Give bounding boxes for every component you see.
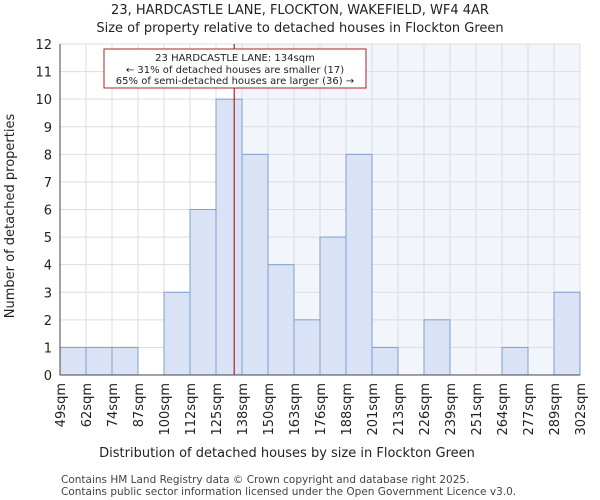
bar [553, 291, 581, 376]
x-tick-label: 239sqm [444, 383, 459, 436]
bar [241, 153, 269, 376]
x-tick-label: 302sqm [574, 383, 589, 436]
x-tick-label: 251sqm [470, 383, 485, 436]
y-tick-label: 5 [44, 231, 52, 246]
annotation-line1: 23 HARDCASTLE LANE: 134sqm [155, 53, 315, 64]
footer-line2: Contains public sector information licen… [61, 486, 516, 498]
x-tick-label: 289sqm [548, 383, 563, 436]
y-tick-label: 8 [44, 148, 52, 163]
bar [189, 209, 217, 376]
x-tick-label: 277sqm [522, 383, 537, 436]
x-tick-label: 87sqm [132, 383, 147, 427]
x-tick-label: 163sqm [288, 383, 303, 436]
x-tick-label: 226sqm [418, 383, 433, 436]
y-tick-label: 0 [44, 369, 52, 384]
x-tick-label: 112sqm [184, 383, 199, 436]
bars [59, 98, 581, 376]
y-tick-label: 4 [44, 259, 52, 274]
annotation-border [103, 48, 367, 89]
y-tick-label: 2 [44, 314, 52, 329]
x-tick-label: 74sqm [106, 383, 121, 427]
y-tick-label: 11 [35, 66, 52, 81]
y-tick-label: 3 [44, 286, 52, 301]
x-tick-label: 125sqm [210, 383, 225, 436]
axes [59, 44, 580, 376]
annotation-line3: 65% of semi-detached houses are larger (… [116, 76, 354, 87]
x-tick-labels: 49sqm 62sqm 74sqm 87sqm 100sqm 112sqm 125sqm 13… [54, 383, 589, 436]
chart-title-line2: Size of property relative to detached ho… [96, 21, 503, 36]
x-tick-label: 264sqm [496, 383, 511, 436]
bar [267, 264, 295, 376]
bar [111, 346, 139, 376]
bar [85, 346, 113, 376]
x-tick-label: 213sqm [392, 383, 407, 436]
y-tick-label: 10 [35, 93, 52, 108]
annotation-line2: ← 31% of detached houses are smaller (17… [126, 65, 344, 76]
y-axis-label: Number of detached properties [3, 114, 18, 319]
chart-title-line1: 23, HARDCASTLE LANE, FLOCKTON, WAKEFIELD… [111, 3, 489, 18]
y-tick-label: 7 [44, 176, 52, 191]
bar [293, 319, 321, 376]
bar [163, 291, 191, 376]
bar [215, 98, 243, 376]
y-tick-label: 12 [35, 38, 52, 53]
x-tick-label: 201sqm [366, 383, 381, 436]
x-tick-label: 188sqm [340, 383, 355, 436]
y-tick-label: 9 [44, 121, 52, 136]
x-tick-label: 150sqm [262, 383, 277, 436]
bar [371, 346, 399, 376]
y-tick-label: 6 [44, 204, 52, 219]
x-tick-label: 176sqm [314, 383, 329, 436]
bar [319, 236, 347, 376]
y-tick-label: 1 [44, 341, 52, 356]
bar [501, 346, 529, 376]
x-tick-label: 100sqm [158, 383, 173, 436]
x-tick-label: 49sqm [54, 383, 69, 427]
bar [59, 346, 87, 376]
x-tick-label: 138sqm [236, 383, 251, 436]
x-tick-label: 62sqm [80, 383, 95, 427]
bar [345, 153, 373, 376]
x-axis-label: Distribution of detached houses by size … [99, 446, 475, 461]
bar [423, 319, 451, 376]
footer-line1: Contains HM Land Registry data © Crown c… [61, 474, 469, 486]
annotation-box: 23 HARDCASTLE LANE: 134sqm ← 31% of deta… [103, 48, 367, 89]
